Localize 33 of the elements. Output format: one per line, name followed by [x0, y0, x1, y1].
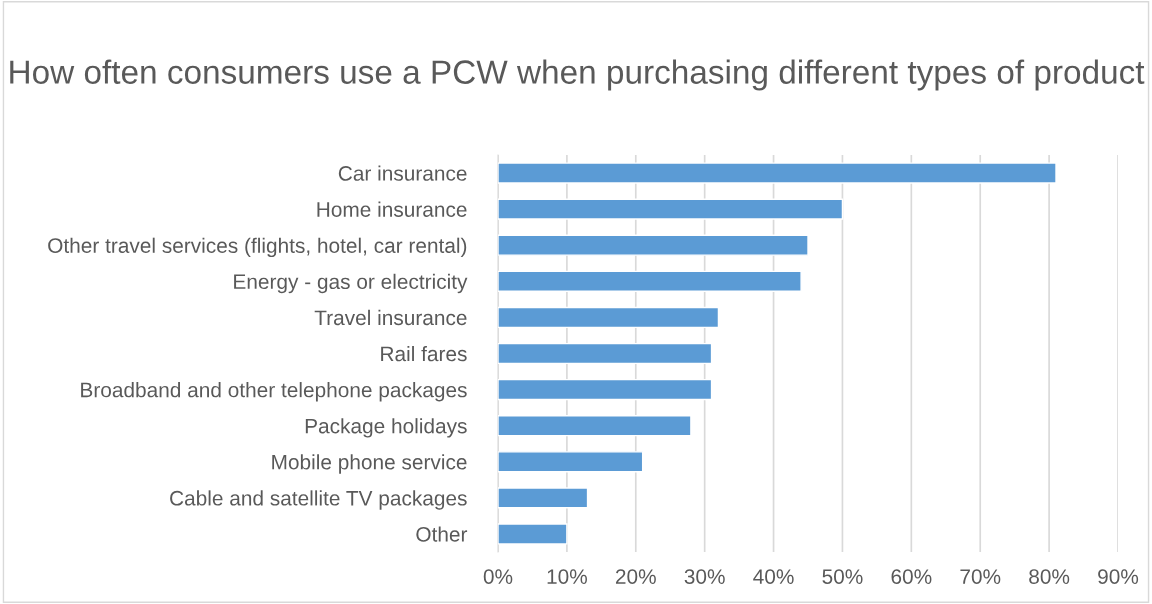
y-tick-label: Other travel services (flights, hotel, car rental) — [48, 237, 467, 258]
y-tick-label: Other — [416, 526, 468, 542]
chart-title: How often consumers use a PCW when purchasing different types of product — [10, 59, 1145, 91]
bar — [498, 415, 692, 437]
x-tick-label: 10% — [547, 569, 587, 584]
y-tick-label: Rail fares — [381, 345, 467, 362]
x-tick-label: 30% — [684, 569, 725, 584]
x-tick-label: 20% — [615, 569, 656, 584]
y-tick-label: Cable and satellite TV packages — [170, 490, 467, 510]
y-tick-label: Mobile phone service — [272, 454, 467, 474]
y-tick-label: Travel insurance — [314, 309, 467, 326]
y-tick-label: Broadband and other telephone packages — [81, 382, 467, 402]
bar — [498, 451, 644, 473]
bar — [498, 342, 713, 365]
x-tick-label: 90% — [1098, 569, 1139, 584]
x-tick-label: 70% — [960, 569, 1001, 584]
y-tick-label: Energy - gas or electricity — [234, 273, 468, 294]
x-tick-label: 0% — [483, 569, 513, 584]
bar — [498, 487, 589, 509]
x-tick-label: 50% — [822, 569, 863, 584]
bar — [498, 306, 720, 329]
bar — [498, 198, 844, 220]
x-tick-label: 60% — [891, 569, 932, 584]
bar — [498, 270, 802, 292]
bar — [498, 523, 568, 545]
x-tick-label: 80% — [1029, 569, 1070, 584]
x-tick-label: 40% — [753, 569, 794, 584]
y-tick-label: Car insurance — [338, 165, 467, 181]
bar — [498, 162, 1057, 184]
y-tick-label: Home insurance — [317, 201, 467, 217]
bar — [498, 378, 713, 401]
bar — [498, 234, 809, 256]
y-tick-label: Package holidays — [305, 418, 467, 438]
